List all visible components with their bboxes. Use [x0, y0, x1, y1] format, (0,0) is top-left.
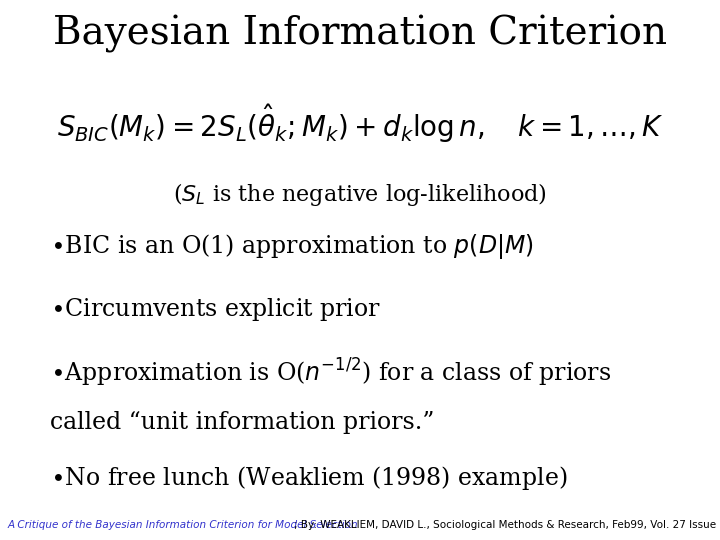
Text: Bayesian Information Criterion: Bayesian Information Criterion: [53, 15, 667, 53]
Text: $\bullet$BIC is an O(1) approximation to $p(D|M)$: $\bullet$BIC is an O(1) approximation to…: [50, 232, 534, 261]
Text: $\bullet$Approximation is O($n^{-1/2}$) for a class of priors: $\bullet$Approximation is O($n^{-1/2}$) …: [50, 357, 611, 389]
Text: ($S_L$ is the negative log-likelihood): ($S_L$ is the negative log-likelihood): [173, 181, 547, 208]
Text: A Critique of the Bayesian Information Criterion for Model Selection: A Critique of the Bayesian Information C…: [7, 520, 358, 530]
Text: $\bullet$No free lunch (Weakliem (1998) example): $\bullet$No free lunch (Weakliem (1998) …: [50, 464, 568, 492]
Text: $S_{BIC}(M_k) = 2S_L(\hat{\theta}_k; M_k) + d_k \log n, \quad k = 1, \ldots, K$: $S_{BIC}(M_k) = 2S_L(\hat{\theta}_k; M_k…: [57, 102, 663, 145]
Text: called “unit information priors.”: called “unit information priors.”: [50, 411, 435, 434]
Text: ; By: WEAKLIEM, DAVID L., Sociological Methods & Research, Feb99, Vol. 27 Issue : ; By: WEAKLIEM, DAVID L., Sociological M…: [294, 520, 720, 530]
Text: $\bullet$Circumvents explicit prior: $\bullet$Circumvents explicit prior: [50, 296, 382, 323]
